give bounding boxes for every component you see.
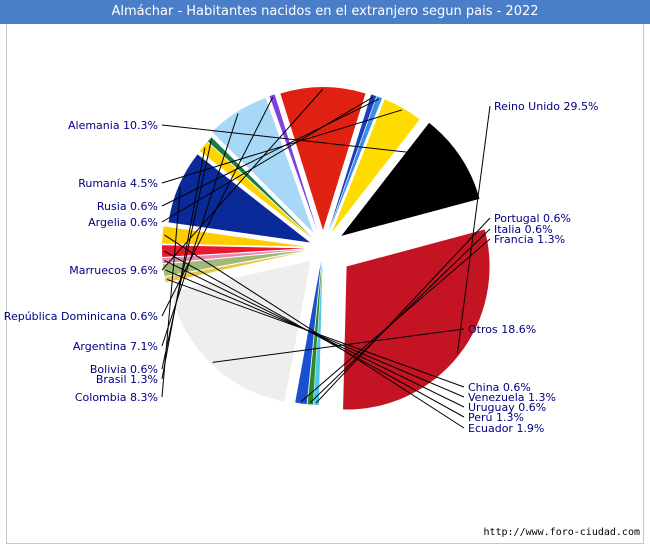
pie-labels: Reino Unido 29.5% Portugal 0.6%Italia 0.6… bbox=[4, 100, 599, 435]
pie-slice-rumanía bbox=[331, 99, 420, 233]
leader-line-rusia bbox=[161, 98, 379, 207]
pie-label-brasil: Brasil 1.3% bbox=[96, 373, 158, 386]
pie-label-alemania: Alemania 10.3% bbox=[68, 119, 158, 132]
leader-line-reino-unido bbox=[456, 105, 491, 354]
pie-label-francia: Francia 1.3% bbox=[494, 233, 565, 246]
pie-slice-argentina bbox=[212, 97, 314, 233]
pie-label-rumanía: Rumanía 4.5% bbox=[78, 177, 158, 190]
leader-line-marruecos bbox=[161, 88, 324, 271]
pie-label-china: China 0.6% bbox=[468, 381, 531, 394]
pie-label-ecuador: Ecuador 1.9% bbox=[468, 422, 544, 435]
pie-slice-otros bbox=[170, 260, 311, 402]
pie-label-colombia: Colombia 8.3% bbox=[75, 391, 158, 404]
pie-slice-reino-unido bbox=[343, 229, 490, 410]
leader-line-francia bbox=[300, 238, 491, 402]
leader-line-rumanía bbox=[161, 109, 402, 184]
leader-line-portugal bbox=[315, 217, 491, 404]
leader-line-república-dominicana bbox=[161, 96, 274, 317]
pie-slice-perú bbox=[162, 245, 306, 257]
pie-slice-república-dominicana bbox=[269, 94, 318, 231]
leader-line-ecuador bbox=[164, 234, 465, 429]
leader-line-bolivia bbox=[161, 140, 212, 370]
pie-label-venezuela: Venezuela 1.3% bbox=[468, 391, 556, 404]
pie-slice-china bbox=[164, 251, 306, 283]
pie-slice-bolivia bbox=[207, 137, 313, 239]
pie-slice-brasil bbox=[199, 141, 313, 239]
pie-slice-alemania bbox=[341, 122, 480, 236]
pie-label-otros: Otros 18.6% bbox=[468, 323, 536, 336]
pie-label-perú: Perú 1.3% bbox=[468, 411, 524, 424]
leader-line-argelia bbox=[161, 96, 374, 223]
pie-slice-argelia bbox=[328, 94, 377, 231]
pie-label-portugal: Portugal 0.6% bbox=[494, 212, 571, 225]
pie-label-república-dominicana: República Dominicana 0.6% bbox=[4, 310, 158, 323]
leader-line-alemania bbox=[161, 124, 459, 159]
leader-line-perú bbox=[163, 250, 465, 418]
pie-label-argelia: Argelia 0.6% bbox=[88, 216, 158, 229]
pie-slice-uruguay bbox=[162, 249, 306, 264]
pie-leader-lines bbox=[161, 88, 491, 429]
pie-label-bolivia: Bolivia 0.6% bbox=[90, 363, 158, 376]
pie-label-argentina: Argentina 7.1% bbox=[73, 340, 158, 353]
pie-label-rusia: Rusia 0.6% bbox=[97, 200, 158, 213]
chart-title: Almáchar - Habitantes nacidos en el extr… bbox=[0, 0, 650, 24]
leader-line-brasil bbox=[161, 147, 206, 380]
pie-label-uruguay: Uruguay 0.6% bbox=[468, 401, 546, 414]
pie-slice-ecuador bbox=[162, 226, 306, 247]
pie-slice-francia bbox=[295, 261, 322, 405]
pie-slice-marruecos bbox=[280, 86, 366, 230]
pie-label-reino-unido: Reino Unido 29.5% bbox=[494, 100, 598, 113]
pie-label-marruecos: Marruecos 9.6% bbox=[69, 264, 158, 277]
pie-slices bbox=[162, 86, 490, 410]
source-url[interactable]: http://www.foro-ciudad.com bbox=[483, 527, 640, 538]
pie-slice-rusia bbox=[329, 96, 382, 232]
leader-line-china bbox=[166, 278, 465, 388]
pie-label-italia: Italia 0.6% bbox=[494, 223, 553, 236]
leader-line-argentina bbox=[161, 113, 239, 347]
